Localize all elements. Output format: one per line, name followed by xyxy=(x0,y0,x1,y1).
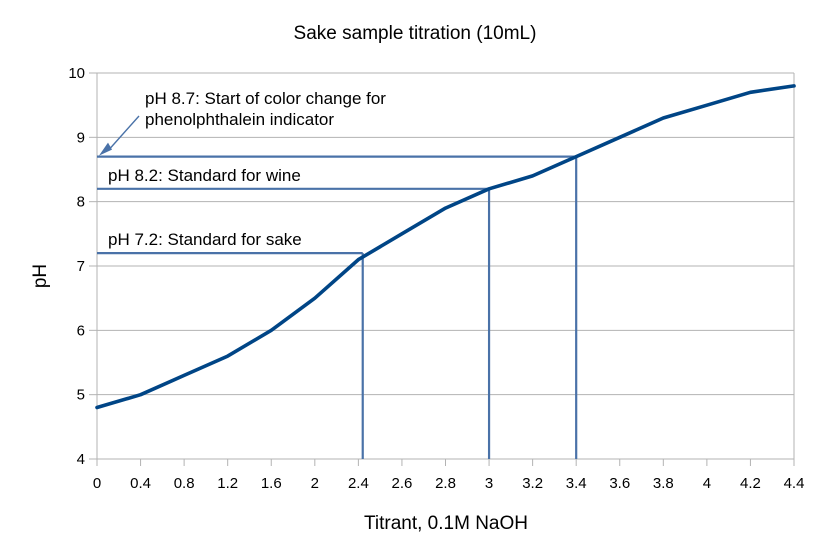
y-tick-label: 6 xyxy=(77,322,85,339)
y-tick-label: 10 xyxy=(68,65,85,82)
annotation-label: pH 8.2: Standard for wine xyxy=(108,166,301,185)
y-tick-label: 8 xyxy=(77,194,85,211)
annotations: pH 7.2: Standard for sake pH 8.2: Standar… xyxy=(99,89,386,249)
x-axis-label: Titrant, 0.1M NaOH xyxy=(364,513,528,534)
y-tick-labels: 4 5 6 7 8 9 10 xyxy=(68,65,85,468)
annotation-label: phenolphthalein indicator xyxy=(145,110,334,129)
y-tick-label: 9 xyxy=(77,129,85,146)
x-tick-label: 0.8 xyxy=(174,475,195,492)
x-tick-label: 3.4 xyxy=(566,475,587,492)
x-tick-label: 3 xyxy=(485,475,493,492)
y-tick-label: 5 xyxy=(77,387,85,404)
x-tick-label: 4 xyxy=(703,475,711,492)
x-tick-label: 2 xyxy=(311,475,319,492)
x-tick-label: 3.8 xyxy=(653,475,674,492)
chart-title: Sake sample titration (10mL) xyxy=(294,23,537,44)
x-tick-label: 1.6 xyxy=(261,475,282,492)
annotation-arrow-line xyxy=(108,115,140,151)
grid xyxy=(97,72,794,460)
x-tick-label: 3.2 xyxy=(522,475,543,492)
x-tick-label: 3.6 xyxy=(609,475,630,492)
axes xyxy=(89,72,795,466)
x-tick-label: 4.4 xyxy=(784,475,805,492)
x-tick-label: 2.8 xyxy=(435,475,456,492)
annotation-arrow-head xyxy=(99,142,112,156)
x-tick-label: 2.6 xyxy=(392,475,413,492)
x-tick-label: 0 xyxy=(93,475,101,492)
series xyxy=(95,84,796,410)
x-tick-label: 1.2 xyxy=(217,475,238,492)
x-tick-label: 2.4 xyxy=(348,475,369,492)
y-tick-label: 4 xyxy=(77,451,85,468)
x-tick-label: 0.4 xyxy=(130,475,151,492)
annotation-label: pH 8.7: Start of color change for xyxy=(145,89,386,108)
annotation-label: pH 7.2: Standard for sake xyxy=(108,230,302,249)
y-axis-label: pH xyxy=(30,264,51,288)
x-tick-label: 4.2 xyxy=(740,475,761,492)
x-tick-labels: 0 0.4 0.8 1.2 1.6 2 2.4 2.6 2.8 3 3.2 3.4 3.6 3.8 4 4.2… xyxy=(93,475,805,492)
reference-lines xyxy=(97,155,578,459)
y-tick-label: 7 xyxy=(77,258,85,275)
